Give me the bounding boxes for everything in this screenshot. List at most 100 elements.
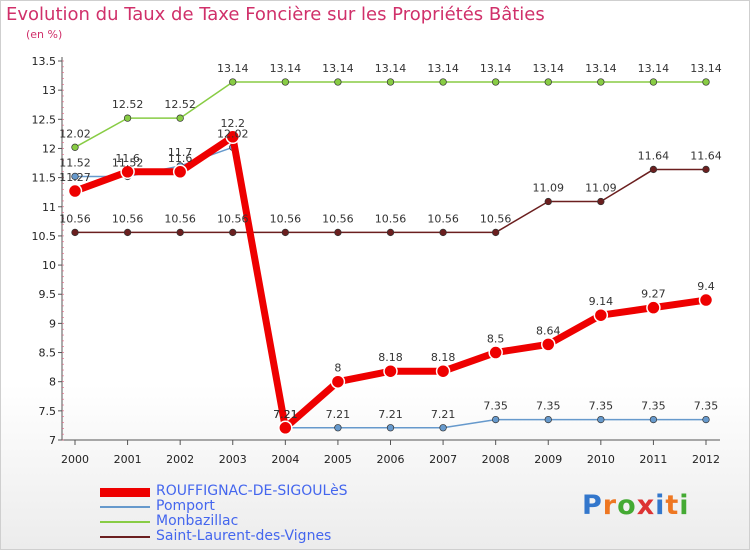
series-point (383, 363, 398, 379)
data-label: 11.7 (168, 146, 193, 159)
data-label: 7.21 (431, 408, 456, 421)
series-point (544, 197, 552, 206)
data-label: 11.09 (585, 182, 617, 195)
series-point (597, 197, 605, 206)
series-point (386, 78, 395, 86)
logo-letter: x (636, 490, 656, 521)
y-tick-label: 7 (49, 434, 56, 447)
data-label: 11.64 (638, 149, 670, 162)
y-tick-label: 13.5 (32, 55, 57, 68)
data-label: 8.64 (536, 324, 561, 337)
data-label: 13.14 (322, 62, 354, 75)
legend-label: ROUFFIGNAC-DE-SIGOULèS (156, 483, 348, 499)
series-point (698, 292, 714, 308)
data-label: 13.14 (480, 62, 512, 75)
legend-label: Monbazillac (156, 513, 239, 529)
series-point (176, 114, 184, 122)
data-label: 10.56 (322, 212, 354, 225)
y-tick-label: 10.5 (32, 230, 57, 243)
data-label: 7.35 (536, 400, 561, 413)
series-line (73, 133, 707, 432)
data-label: 13.14 (690, 62, 722, 75)
legend-swatch (100, 488, 150, 497)
logo-letter: P (582, 490, 603, 521)
series-point (334, 228, 342, 237)
y-tick-label: 13 (42, 84, 56, 97)
data-label: 9.14 (589, 295, 614, 308)
x-tick-label: 2004 (271, 453, 299, 466)
series-layer (67, 78, 714, 436)
x-tick-label: 2011 (639, 453, 667, 466)
data-label: 10.56 (59, 212, 91, 225)
data-label: 10.56 (112, 212, 144, 225)
x-tick-label: 2007 (429, 453, 457, 466)
x-tick-label: 2006 (377, 453, 405, 466)
data-label: 7.21 (378, 408, 403, 421)
data-label: 10.56 (270, 212, 302, 225)
series-point (593, 307, 609, 323)
series-point (597, 78, 605, 86)
data-label: 13.14 (533, 62, 565, 75)
logo-letter: o (617, 490, 637, 521)
series-point (67, 183, 83, 199)
series-point (435, 363, 451, 379)
series-point (646, 300, 661, 315)
data-label: 10.56 (480, 212, 512, 225)
series-point (492, 78, 500, 86)
y-tick-label: 9 (49, 317, 56, 330)
series-point (225, 129, 240, 145)
data-label: 8.18 (431, 351, 456, 364)
data-label: 8.5 (487, 333, 505, 346)
y-tick-label: 12 (42, 142, 56, 155)
data-label: 7.35 (589, 400, 614, 413)
data-label: 11.52 (59, 156, 91, 169)
series-point (123, 114, 132, 122)
legend-label: Saint-Laurent-des-Vignes (156, 528, 332, 544)
series-point (229, 228, 237, 237)
data-label: 7.21 (326, 408, 351, 421)
series-point (544, 415, 552, 424)
y-tick-label: 8.5 (39, 347, 57, 360)
series-point (334, 424, 342, 432)
axes: 7 7.5 8 8.5 9 9.5 10 10.5 11 11.5 12 12.5 13 13.5 2000… (32, 55, 720, 466)
data-label: 11.52 (112, 156, 144, 169)
series-point (702, 165, 710, 174)
data-label: 12.52 (164, 98, 196, 111)
series-point (544, 78, 552, 86)
data-label: 13.14 (217, 62, 249, 75)
series-point (172, 164, 188, 180)
legend-swatch (100, 506, 150, 508)
chart-title: Evolution du Taux de Taxe Foncière sur l… (6, 4, 545, 25)
data-label: 9.4 (697, 280, 715, 293)
data-label: 13.14 (638, 62, 670, 75)
data-label: 13.14 (270, 62, 302, 75)
y-tick-label: 10 (42, 259, 56, 272)
series-point (123, 228, 132, 237)
x-tick-label: 2000 (61, 453, 89, 466)
series-point (229, 78, 237, 86)
data-label: 10.56 (217, 212, 249, 225)
unit-label: (en %) (26, 28, 63, 41)
series-point (492, 415, 500, 424)
series-point (71, 143, 79, 151)
data-label: 12.02 (59, 127, 91, 140)
x-tick-label: 2002 (166, 453, 194, 466)
data-label: 10.56 (427, 212, 459, 225)
series-point (649, 78, 658, 86)
series-point (439, 228, 447, 237)
data-label: 7.35 (483, 400, 508, 413)
data-label: 7.35 (694, 400, 719, 413)
data-label: 11.64 (690, 149, 722, 162)
x-tick-label: 2001 (114, 453, 142, 466)
series-point (386, 424, 395, 432)
proxiti-logo: Proxiti (582, 490, 690, 521)
data-labels: 11.27 11.6 11.6 12.2 7.21 8 8.18 8.18 8.5 8.64 9.1… (59, 62, 722, 421)
x-tick-label: 2010 (587, 453, 615, 466)
series-point (702, 78, 710, 86)
data-label: 13.14 (585, 62, 617, 75)
data-label: 13.14 (375, 62, 407, 75)
y-tick-label: 9.5 (39, 288, 57, 301)
x-tick-label: 2005 (324, 453, 352, 466)
data-label: 7.21 (273, 408, 298, 421)
